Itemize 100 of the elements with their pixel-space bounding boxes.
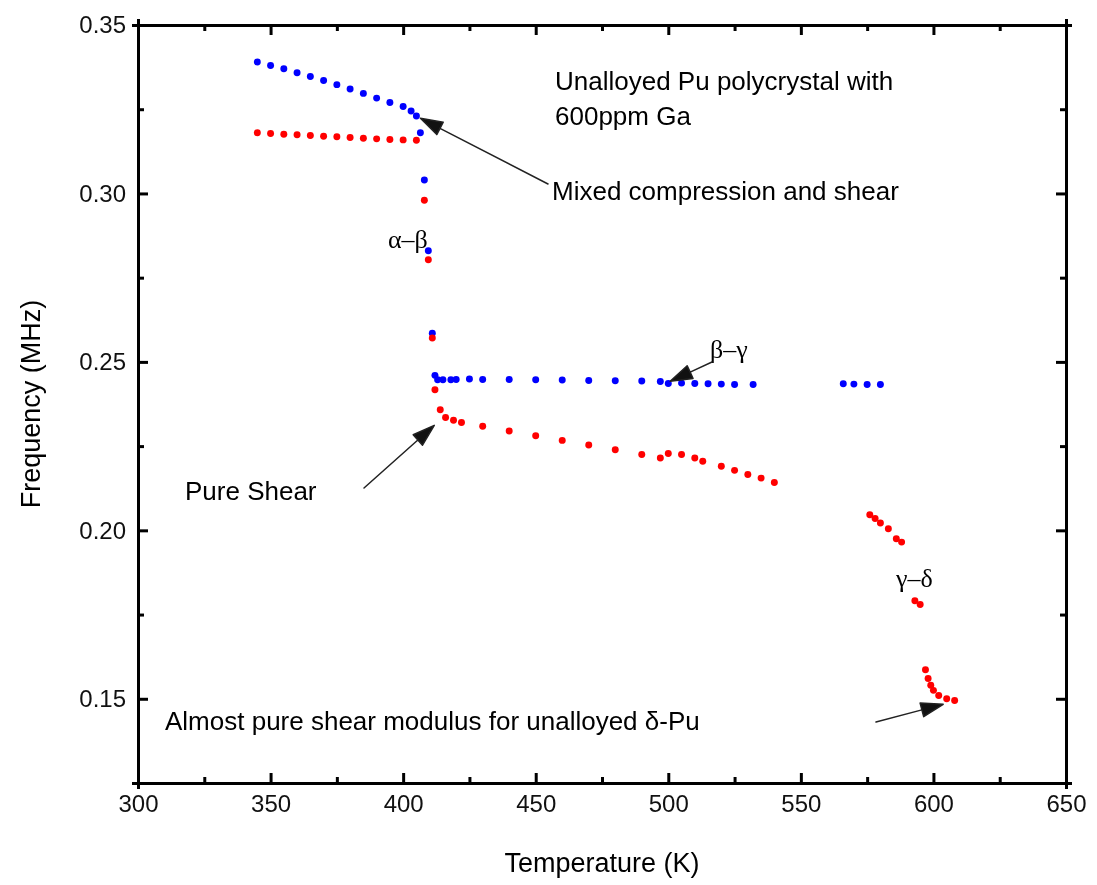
point [876,380,884,388]
point [585,441,593,449]
point [293,131,301,139]
point [412,136,420,144]
point [306,73,314,81]
annotation: γ–δ [895,564,933,593]
point [424,256,432,264]
point [951,696,959,704]
point [399,103,407,110]
x-tick-label: 650 [1046,790,1087,818]
point [924,675,932,683]
annotation: Unalloyed Pu polycrystal with 600ppm Ga [555,66,894,131]
annotation: Mixed compression and shear [552,176,900,206]
point [450,416,457,424]
point [320,77,328,85]
point [611,446,619,454]
point [892,535,900,543]
point [558,436,566,444]
point [505,427,513,435]
point [943,695,951,703]
y-tick-label: 0.20 [79,516,126,544]
point [320,132,328,140]
point [664,450,672,457]
y-tick-label: 0.30 [79,179,126,207]
point [749,380,757,388]
point [505,375,513,383]
point [916,600,924,608]
point [850,380,858,388]
point [532,432,540,440]
point [373,94,381,102]
point [359,89,367,97]
point [431,386,439,394]
point [412,112,420,120]
x-tick-label: 550 [781,790,822,818]
point [452,375,460,383]
point [691,379,699,387]
annotation: α–β [388,225,428,254]
point [428,334,436,342]
point [922,666,929,674]
point [863,380,871,388]
point [532,376,540,384]
point [704,380,712,388]
point [929,686,937,694]
point [898,538,906,546]
point [458,419,465,426]
point [876,519,884,527]
point [757,474,765,482]
point [346,134,354,141]
point [293,69,301,77]
point [399,136,407,144]
point [333,133,341,141]
point [346,85,354,93]
point [656,377,664,385]
point [479,375,487,383]
point [416,129,424,137]
point [699,457,707,465]
y-tick-label: 0.15 [79,684,126,712]
x-tick-label: 350 [251,790,292,818]
y-axis-title: Frequency (MHz) [16,299,46,509]
point [717,462,725,470]
annotation: Pure Shear [185,476,317,506]
y-tick-label: 0.35 [79,11,126,39]
point [884,525,892,533]
point [731,380,739,388]
point [731,466,739,474]
point [253,58,261,66]
point [638,377,646,385]
point [253,129,261,137]
annotation: Almost pure shear modulus for unalloyed δ-Pu [165,706,700,736]
point [558,376,566,384]
point [442,414,450,421]
point [359,134,367,142]
point [871,515,879,523]
point [439,376,447,384]
point [267,61,275,69]
point [866,511,874,519]
point [717,380,725,388]
x-tick-label: 450 [516,790,557,818]
x-tick-label: 500 [648,790,689,818]
point [420,176,428,184]
point [935,691,943,699]
point [386,99,394,106]
y-tick-label: 0.25 [79,348,126,376]
x-tick-label: 400 [383,790,424,818]
point [770,479,778,486]
point [386,136,394,144]
point [664,379,672,387]
point [691,454,699,462]
x-tick-label: 600 [913,790,954,818]
point [678,451,686,458]
point [407,107,415,115]
point [479,422,487,430]
x-tick-label: 300 [118,790,159,818]
point [678,379,686,387]
point [447,376,455,384]
point [839,380,847,388]
point [436,406,444,414]
point [744,470,752,478]
point [280,65,288,73]
annotation: β–γ [710,335,748,364]
